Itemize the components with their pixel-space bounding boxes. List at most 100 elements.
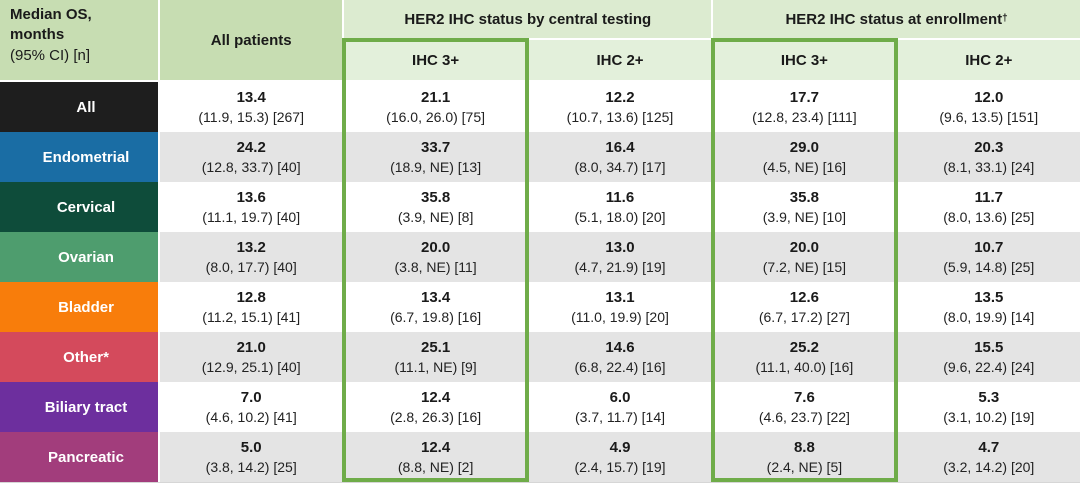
- ci-value: (2.4, NE) [5]: [766, 458, 843, 475]
- corner-header-line3: (95% CI) [n]: [10, 46, 91, 64]
- median-value: 7.6: [793, 389, 815, 407]
- median-value: 12.4: [420, 389, 451, 407]
- median-value: 4.9: [609, 439, 631, 457]
- data-cell: 7.0 (4.6, 10.2) [41]: [160, 382, 343, 432]
- column-header-ihc3-central: IHC 3+: [344, 40, 527, 80]
- row-label-cervical: Cervical: [0, 182, 158, 232]
- median-value: 4.7: [978, 439, 1000, 457]
- group-header-central-testing-label: HER2 IHC status by central testing: [404, 10, 652, 28]
- row-label-bladder: Bladder: [0, 282, 158, 332]
- ci-value: (8.0, 13.6) [25]: [943, 208, 1035, 225]
- group-header-enrollment-label: HER2 IHC status at enrollment: [785, 10, 1003, 28]
- ci-value: (2.4, 15.7) [19]: [574, 458, 666, 475]
- median-value: 11.7: [974, 189, 1003, 207]
- median-value: 7.0: [240, 389, 262, 407]
- table-bottom-divider: [0, 482, 1080, 483]
- median-value: 12.8: [236, 289, 266, 307]
- ci-value: (18.9, NE) [13]: [390, 158, 482, 175]
- data-cell: 21.1 (16.0, 26.0) [75]: [344, 82, 527, 132]
- ci-value: (11.2, 15.1) [41]: [202, 308, 301, 325]
- table-row: Endometrial 24.2 (12.8, 33.7) [40] 33.7 …: [0, 132, 1080, 182]
- group-header-enrollment: HER2 IHC status at enrollment †: [713, 0, 1080, 38]
- ci-value: (12.8, 23.4) [111]: [752, 108, 857, 125]
- data-cell: 35.8 (3.9, NE) [10]: [713, 182, 896, 232]
- column-header-ihc2-central: IHC 2+: [528, 40, 712, 80]
- ci-value: (9.6, 13.5) [151]: [939, 108, 1039, 125]
- median-value: 15.5: [974, 339, 1004, 357]
- ci-value: (8.0, 34.7) [17]: [574, 158, 666, 175]
- ci-value: (8.1, 33.1) [24]: [943, 158, 1035, 175]
- row-label-ovarian: Ovarian: [0, 232, 158, 282]
- data-cell: 12.6 (6.7, 17.2) [27]: [713, 282, 896, 332]
- data-cell: 13.1 (11.0, 19.9) [20]: [528, 282, 712, 332]
- data-cell: 16.4 (8.0, 34.7) [17]: [528, 132, 712, 182]
- row-label-text: Endometrial: [42, 148, 130, 166]
- ci-value: (3.2, 14.2) [20]: [943, 458, 1035, 475]
- corner-header: Median OS, months (95% CI) [n]: [0, 0, 158, 80]
- corner-header-line1: Median OS,: [10, 6, 92, 23]
- table-row: All 13.4 (11.9, 15.3) [267] 21.1 (16.0, …: [0, 82, 1080, 132]
- data-cell: 13.4 (11.9, 15.3) [267]: [160, 82, 343, 132]
- row-label-all: All: [0, 82, 158, 132]
- ci-value: (6.7, 17.2) [27]: [758, 308, 850, 325]
- data-cell: 14.6 (6.8, 22.4) [16]: [528, 332, 712, 382]
- data-cell: 5.0 (3.8, 14.2) [25]: [160, 432, 343, 482]
- median-value: 33.7: [420, 139, 451, 157]
- data-cell: 4.7 (3.2, 14.2) [20]: [897, 432, 1080, 482]
- ci-value: (8.8, NE) [2]: [397, 458, 474, 475]
- ci-value: (11.0, 19.9) [20]: [571, 308, 669, 325]
- data-cell: 20.3 (8.1, 33.1) [24]: [897, 132, 1080, 182]
- table-row: Ovarian 13.2 (8.0, 17.7) [40] 20.0 (3.8,…: [0, 232, 1080, 282]
- column-header-ihc2-enrollment: IHC 2+: [897, 40, 1080, 80]
- data-cell: 13.4 (6.7, 19.8) [16]: [344, 282, 527, 332]
- median-value: 17.7: [789, 89, 819, 107]
- ci-value: (16.0, 26.0) [75]: [386, 108, 486, 125]
- ci-value: (7.2, NE) [15]: [762, 258, 847, 275]
- median-value: 13.6: [236, 189, 266, 207]
- table-row: Pancreatic 5.0 (3.8, 14.2) [25] 12.4 (8.…: [0, 432, 1080, 482]
- ci-value: (2.8, 26.3) [16]: [390, 408, 482, 425]
- data-cell: 11.7 (8.0, 13.6) [25]: [897, 182, 1080, 232]
- table-body: All 13.4 (11.9, 15.3) [267] 21.1 (16.0, …: [0, 82, 1080, 482]
- row-label-text: Pancreatic: [48, 448, 124, 466]
- median-value: 12.4: [420, 439, 451, 457]
- row-label-text: Bladder: [58, 298, 114, 316]
- median-value: 35.8: [420, 189, 451, 207]
- ci-value: (11.1, 19.7) [40]: [202, 208, 301, 225]
- data-cell: 12.2 (10.7, 13.6) [125]: [528, 82, 712, 132]
- data-cell: 15.5 (9.6, 22.4) [24]: [897, 332, 1080, 382]
- row-label-other: Other*: [0, 332, 158, 382]
- data-cell: 13.2 (8.0, 17.7) [40]: [160, 232, 343, 282]
- median-value: 8.8: [793, 439, 815, 457]
- data-cell: 4.9 (2.4, 15.7) [19]: [528, 432, 712, 482]
- median-value: 16.4: [605, 139, 635, 157]
- median-value: 11.6: [605, 189, 635, 207]
- ci-value: (4.7, 21.9) [19]: [574, 258, 666, 275]
- data-cell: 7.6 (4.6, 23.7) [22]: [713, 382, 896, 432]
- table-row: Biliary tract 7.0 (4.6, 10.2) [41] 12.4 …: [0, 382, 1080, 432]
- data-cell: 20.0 (7.2, NE) [15]: [713, 232, 896, 282]
- data-cell: 11.6 (5.1, 18.0) [20]: [528, 182, 712, 232]
- median-value: 20.3: [974, 139, 1004, 157]
- row-label-endometrial: Endometrial: [0, 132, 158, 182]
- data-cell: 20.0 (3.8, NE) [11]: [344, 232, 527, 282]
- median-value: 13.2: [236, 239, 266, 257]
- row-label-text: Biliary tract: [44, 398, 128, 416]
- row-label-text: Other*: [63, 348, 109, 366]
- data-cell: 33.7 (18.9, NE) [13]: [344, 132, 527, 182]
- ci-value: (3.7, 11.7) [14]: [574, 408, 665, 425]
- table-header: Median OS, months (95% CI) [n] All patie…: [0, 0, 1080, 80]
- data-cell: 6.0 (3.7, 11.7) [14]: [528, 382, 712, 432]
- median-value: 20.0: [420, 239, 451, 257]
- data-cell: 13.6 (11.1, 19.7) [40]: [160, 182, 343, 232]
- median-value: 5.3: [978, 389, 1000, 407]
- ci-value: (3.8, 14.2) [25]: [205, 458, 297, 475]
- median-value: 24.2: [236, 139, 266, 157]
- data-cell: 12.8 (11.2, 15.1) [41]: [160, 282, 343, 332]
- data-cell: 17.7 (12.8, 23.4) [111]: [713, 82, 896, 132]
- table-row: Other* 21.0 (12.9, 25.1) [40] 25.1 (11.1…: [0, 332, 1080, 382]
- ci-value: (12.8, 33.7) [40]: [201, 158, 301, 175]
- table-row: Bladder 12.8 (11.2, 15.1) [41] 13.4 (6.7…: [0, 282, 1080, 332]
- median-value: 13.1: [605, 289, 635, 307]
- median-value: 13.4: [236, 89, 266, 107]
